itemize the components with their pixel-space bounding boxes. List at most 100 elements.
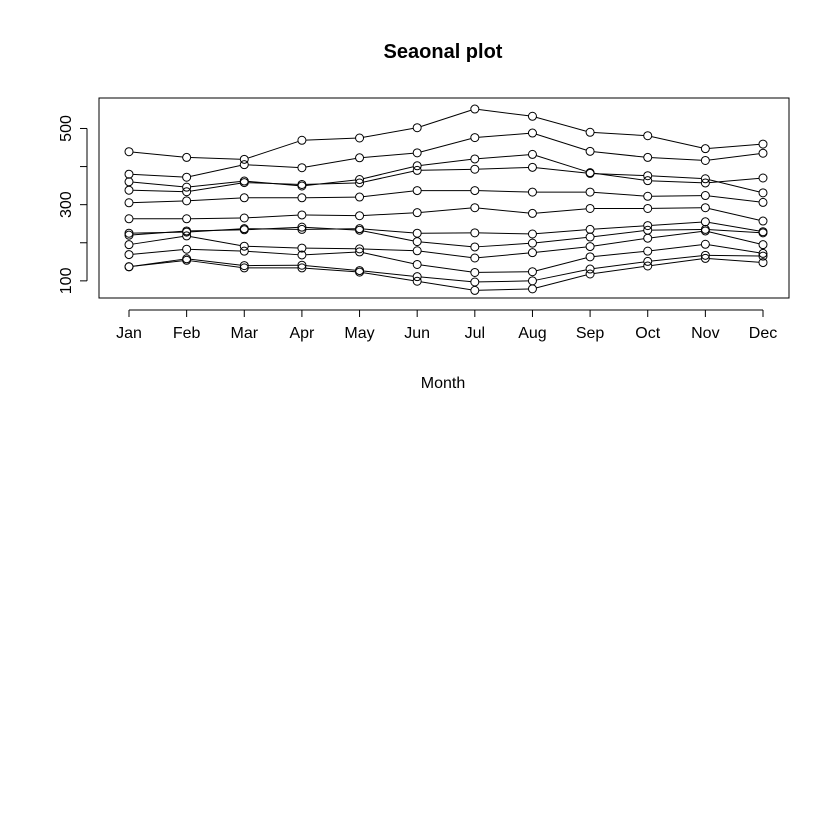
data-point <box>700 144 710 154</box>
series-segment <box>536 246 587 253</box>
series-10 <box>124 149 768 192</box>
series-segment <box>132 258 183 267</box>
data-point <box>585 252 595 262</box>
x-axis-label: Month <box>421 375 465 392</box>
data-point <box>643 191 653 201</box>
data-point <box>182 227 192 237</box>
series-segment <box>247 141 299 159</box>
data-point <box>585 168 595 178</box>
series-segment <box>421 241 471 248</box>
data-point <box>297 193 307 203</box>
series-segment <box>363 170 414 183</box>
series-3 <box>124 239 768 277</box>
series-segment <box>305 267 356 273</box>
data-point <box>470 228 480 238</box>
series-5 <box>124 222 768 252</box>
series-11 <box>124 128 768 182</box>
series-segment <box>190 217 241 220</box>
x-tick-label: Mar <box>230 325 258 342</box>
data-point <box>470 277 480 287</box>
data-point <box>412 276 422 286</box>
series-segment <box>651 175 702 180</box>
data-point <box>643 152 653 162</box>
series-segment <box>709 195 760 203</box>
data-point <box>527 238 537 248</box>
series-segment <box>536 133 587 151</box>
series-segment <box>190 157 241 160</box>
series-segment <box>248 250 298 256</box>
series-segment <box>593 238 644 247</box>
data-point <box>527 208 537 218</box>
series-segment <box>248 245 298 249</box>
data-point <box>124 250 134 260</box>
data-point <box>700 253 710 263</box>
series-12 <box>124 104 768 164</box>
series-segment <box>536 269 587 281</box>
y-axis: 100 300 500 <box>58 115 88 294</box>
data-point <box>297 135 307 145</box>
series-segment <box>363 230 414 242</box>
series-segment <box>248 228 298 230</box>
data-point <box>412 186 422 196</box>
series-segment <box>363 270 414 277</box>
data-point <box>643 221 653 231</box>
data-point <box>700 174 710 184</box>
data-point <box>182 254 192 264</box>
data-point <box>585 224 595 234</box>
data-point <box>643 261 653 271</box>
series-segment <box>651 255 702 262</box>
series-segment <box>536 167 587 174</box>
data-point <box>758 227 768 237</box>
series-segment <box>132 231 183 234</box>
series-segment <box>421 168 471 171</box>
data-point <box>758 248 768 258</box>
data-point <box>182 244 192 254</box>
data-point <box>297 210 307 220</box>
series-segment <box>190 258 241 266</box>
series-segment <box>593 266 644 274</box>
series-segment <box>594 132 644 136</box>
data-point <box>124 230 134 240</box>
x-axis: Jan Feb Mar Apr May Jun Jul Aug Sep Oct Nov Dec <box>116 309 777 342</box>
data-point <box>239 193 249 203</box>
series-segment <box>594 225 644 230</box>
data-point <box>182 231 192 241</box>
series-segment <box>651 195 702 197</box>
data-point <box>355 211 365 221</box>
series-layer <box>124 104 768 295</box>
data-point <box>355 224 365 234</box>
series-segment <box>651 258 702 266</box>
series-1 <box>124 253 768 295</box>
series-segment <box>190 260 241 268</box>
series-segment <box>709 208 760 221</box>
series-segment <box>536 155 587 172</box>
data-point <box>758 240 768 250</box>
data-point <box>527 276 537 286</box>
data-point <box>239 176 249 186</box>
series-segment <box>709 143 760 149</box>
series-segment <box>536 116 587 132</box>
plot-frame <box>98 97 790 299</box>
series-segment <box>478 154 529 160</box>
data-point <box>700 203 710 213</box>
data-point <box>585 242 595 252</box>
data-point <box>470 267 480 277</box>
data-point <box>470 133 480 143</box>
data-point <box>470 186 480 196</box>
data-point <box>355 266 365 276</box>
series-segment <box>363 228 414 234</box>
data-point <box>124 185 134 195</box>
data-point <box>355 178 365 188</box>
data-point <box>470 203 480 213</box>
x-tick-label: Apr <box>289 325 315 342</box>
data-point <box>124 147 134 157</box>
data-point <box>297 263 307 273</box>
series-segment <box>478 242 529 248</box>
y-tick-label: 300 <box>58 191 75 218</box>
data-point <box>643 131 653 141</box>
series-segment <box>536 208 587 214</box>
series-segment <box>305 214 356 217</box>
series-segment <box>248 214 298 219</box>
series-segment <box>132 173 183 178</box>
data-point <box>412 228 422 238</box>
